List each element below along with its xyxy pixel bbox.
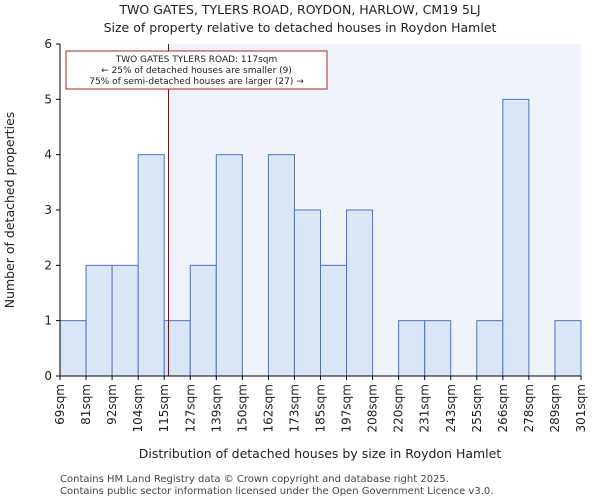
x-tick-label-220sqm: 220sqm bbox=[392, 384, 406, 432]
x-tick-label-255sqm: 255sqm bbox=[470, 384, 484, 432]
annotation-line2: ← 25% of detached houses are smaller (9) bbox=[101, 66, 292, 76]
y-axis-label: Number of detached properties bbox=[2, 112, 17, 309]
x-tick-label-92sqm: 92sqm bbox=[105, 384, 119, 425]
y-tick-label: 5 bbox=[44, 92, 52, 106]
chart-title-line2: Size of property relative to detached ho… bbox=[104, 20, 497, 35]
bar-185sqm bbox=[320, 264, 348, 377]
annotation-line3: 75% of semi-detached houses are larger (… bbox=[89, 77, 304, 87]
x-tick-label-231sqm: 231sqm bbox=[418, 384, 432, 432]
y-tick-label: 2 bbox=[44, 258, 52, 272]
bar-255sqm bbox=[476, 320, 504, 377]
bar-289sqm bbox=[554, 320, 582, 377]
bar-104sqm bbox=[137, 154, 165, 377]
x-tick-label-243sqm: 243sqm bbox=[444, 384, 458, 432]
chart-title-line1: TWO GATES, TYLERS ROAD, ROYDON, HARLOW, … bbox=[118, 2, 480, 17]
x-tick-label-150sqm: 150sqm bbox=[235, 384, 249, 432]
footer-line1: Contains HM Land Registry data © Crown c… bbox=[60, 474, 449, 485]
y-tick-label: 1 bbox=[44, 314, 52, 328]
x-tick-label-301sqm: 301sqm bbox=[574, 384, 588, 432]
x-tick-label-197sqm: 197sqm bbox=[340, 384, 354, 432]
bar-231sqm bbox=[424, 320, 452, 377]
x-tick-label-127sqm: 127sqm bbox=[183, 384, 197, 432]
x-tick-label-266sqm: 266sqm bbox=[496, 384, 510, 432]
annotation-border bbox=[65, 50, 328, 90]
annotation-box: TWO GATES TYLERS ROAD: 117sqm ← 25% of d… bbox=[65, 50, 328, 90]
bar-69sqm bbox=[59, 320, 87, 377]
x-tick-label-278sqm: 278sqm bbox=[522, 384, 536, 432]
bars-group bbox=[59, 98, 582, 377]
footer-line2: Contains public sector information licen… bbox=[60, 486, 493, 497]
x-tick-label-81sqm: 81sqm bbox=[79, 384, 93, 425]
bar-173sqm bbox=[293, 209, 322, 377]
x-tick-label-115sqm: 115sqm bbox=[157, 384, 171, 432]
y-ticks-group: 0 1 2 3 4 5 6 bbox=[44, 37, 60, 383]
x-tick-label-139sqm: 139sqm bbox=[209, 384, 223, 432]
y-tick-label: 4 bbox=[44, 148, 52, 162]
x-axis-label: Distribution of detached houses by size … bbox=[139, 446, 502, 461]
bar-266sqm bbox=[502, 98, 530, 377]
bar-81sqm bbox=[85, 264, 113, 377]
x-tick-label-173sqm: 173sqm bbox=[287, 384, 301, 432]
bar-139sqm bbox=[215, 154, 243, 377]
x-tick-label-69sqm: 69sqm bbox=[53, 384, 67, 425]
bar-92sqm bbox=[111, 264, 139, 377]
x-tick-label-104sqm: 104sqm bbox=[131, 384, 145, 432]
y-tick-label: 3 bbox=[44, 203, 52, 217]
bar-197sqm bbox=[346, 209, 374, 377]
bar-162sqm bbox=[267, 154, 295, 377]
x-tick-label-185sqm: 185sqm bbox=[314, 384, 328, 432]
bar-220sqm bbox=[398, 320, 426, 377]
x-ticks-group: 69sqm 81sqm 92sqm 104sqm 115sqm 127sqm 139sqm 1… bbox=[53, 376, 588, 432]
annotation-line1: TWO GATES TYLERS ROAD: 117sqm bbox=[115, 55, 278, 65]
x-tick-label-208sqm: 208sqm bbox=[366, 384, 380, 432]
y-tick-label: 0 bbox=[44, 369, 52, 383]
bar-127sqm bbox=[189, 264, 217, 377]
x-tick-label-289sqm: 289sqm bbox=[548, 384, 562, 432]
y-tick-label: 6 bbox=[44, 37, 52, 51]
x-tick-label-162sqm: 162sqm bbox=[261, 384, 275, 432]
